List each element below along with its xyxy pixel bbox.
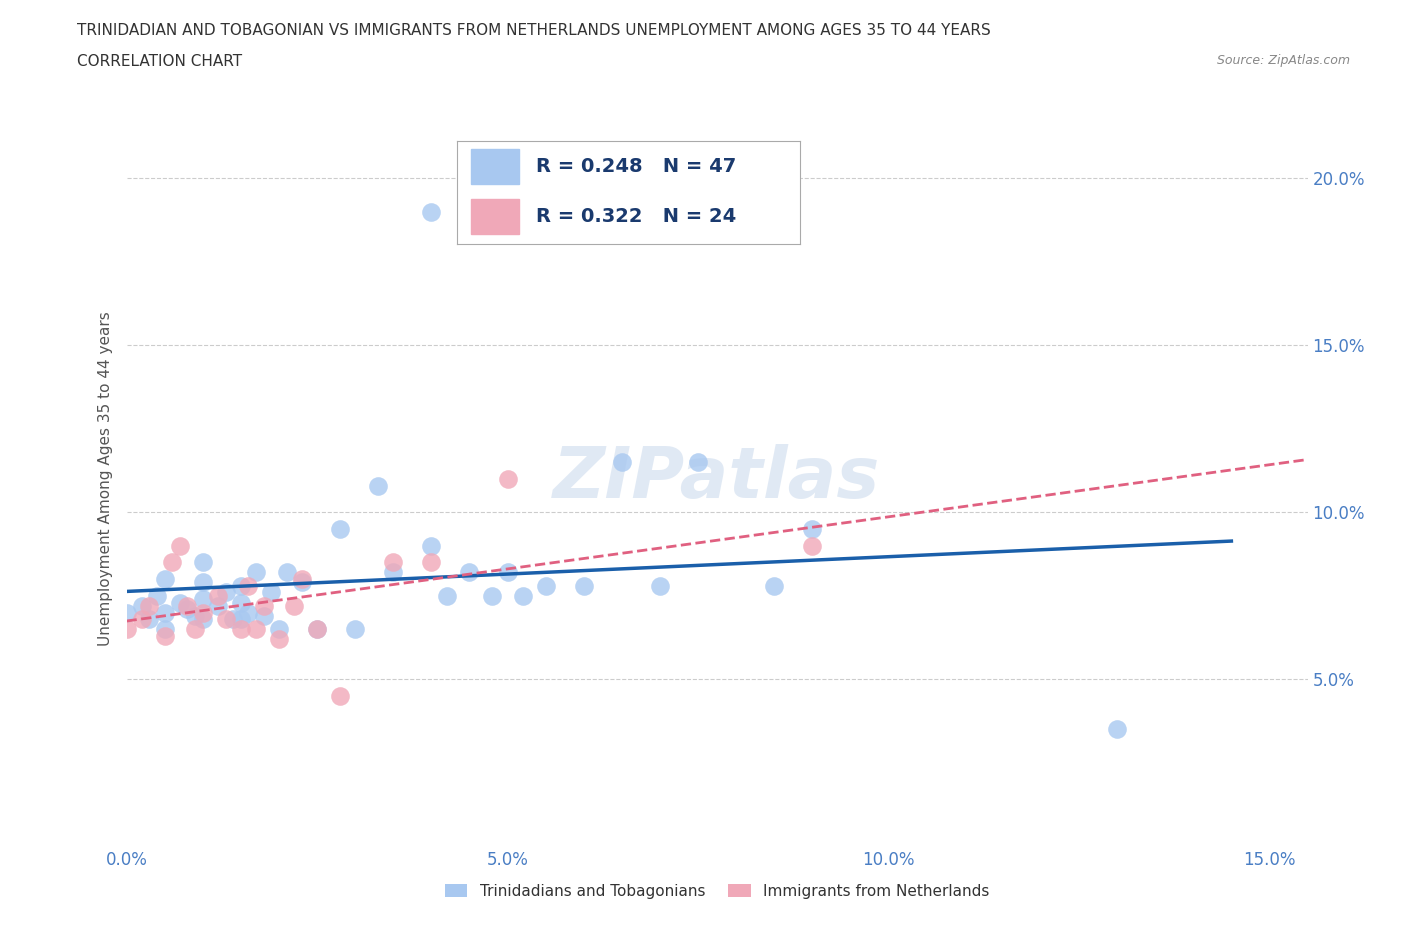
Point bbox=[253, 608, 276, 623]
Point bbox=[291, 575, 314, 590]
Point bbox=[115, 622, 138, 637]
Point bbox=[176, 598, 198, 613]
Text: ZIPatlas: ZIPatlas bbox=[554, 445, 880, 513]
Point bbox=[176, 602, 198, 617]
Point bbox=[229, 578, 252, 593]
Point bbox=[214, 585, 236, 600]
Point bbox=[801, 538, 824, 553]
Point bbox=[801, 522, 824, 537]
Point bbox=[420, 555, 443, 570]
Text: R = 0.248   N = 47: R = 0.248 N = 47 bbox=[536, 157, 737, 176]
Point bbox=[138, 612, 160, 627]
Point bbox=[207, 589, 229, 604]
Point bbox=[344, 622, 367, 637]
Point bbox=[534, 578, 557, 593]
Point bbox=[305, 622, 328, 637]
Point bbox=[329, 688, 352, 703]
Text: CORRELATION CHART: CORRELATION CHART bbox=[77, 54, 242, 69]
Point bbox=[153, 629, 176, 644]
Y-axis label: Unemployment Among Ages 35 to 44 years: Unemployment Among Ages 35 to 44 years bbox=[97, 312, 112, 646]
Legend: Trinidadians and Tobagonians, Immigrants from Netherlands: Trinidadians and Tobagonians, Immigrants… bbox=[439, 878, 995, 905]
Point bbox=[305, 622, 328, 637]
Point bbox=[229, 622, 252, 637]
Point bbox=[267, 622, 290, 637]
Point bbox=[1107, 722, 1129, 737]
Point bbox=[191, 555, 214, 570]
Bar bbox=[471, 199, 519, 233]
Point bbox=[610, 455, 633, 470]
Text: TRINIDADIAN AND TOBAGONIAN VS IMMIGRANTS FROM NETHERLANDS UNEMPLOYMENT AMONG AGE: TRINIDADIAN AND TOBAGONIAN VS IMMIGRANTS… bbox=[77, 23, 991, 38]
Point bbox=[153, 622, 176, 637]
Point bbox=[238, 578, 260, 593]
Point bbox=[420, 205, 443, 219]
Point bbox=[260, 585, 283, 600]
Point bbox=[162, 555, 184, 570]
Point bbox=[291, 572, 314, 587]
Point bbox=[496, 565, 519, 580]
Text: R = 0.322   N = 24: R = 0.322 N = 24 bbox=[536, 206, 737, 226]
Point bbox=[214, 612, 236, 627]
Point bbox=[436, 589, 458, 604]
Point bbox=[153, 605, 176, 620]
Point bbox=[382, 555, 405, 570]
Point bbox=[382, 565, 405, 580]
Point bbox=[191, 575, 214, 590]
Point bbox=[184, 622, 207, 637]
Point bbox=[329, 522, 352, 537]
Point bbox=[763, 578, 786, 593]
Point bbox=[229, 595, 252, 610]
Point bbox=[115, 605, 138, 620]
Point bbox=[276, 565, 298, 580]
Point bbox=[191, 591, 214, 606]
Point bbox=[420, 538, 443, 553]
Point bbox=[169, 595, 191, 610]
Point bbox=[191, 605, 214, 620]
Point bbox=[229, 612, 252, 627]
Point bbox=[146, 589, 169, 604]
Point bbox=[572, 578, 595, 593]
Point bbox=[458, 565, 481, 580]
Point bbox=[367, 478, 389, 493]
Point bbox=[686, 455, 709, 470]
Point bbox=[648, 578, 671, 593]
Point bbox=[222, 612, 245, 627]
Point bbox=[283, 598, 305, 613]
Point bbox=[191, 612, 214, 627]
Point bbox=[131, 612, 153, 627]
Point bbox=[131, 598, 153, 613]
Point bbox=[496, 472, 519, 486]
Point bbox=[245, 565, 267, 580]
Point bbox=[267, 631, 290, 646]
Point bbox=[245, 622, 267, 637]
Point bbox=[253, 598, 276, 613]
Point bbox=[238, 605, 260, 620]
Point bbox=[184, 608, 207, 623]
Point bbox=[481, 589, 503, 604]
Text: Source: ZipAtlas.com: Source: ZipAtlas.com bbox=[1216, 54, 1350, 67]
Point bbox=[512, 589, 534, 604]
Point bbox=[169, 538, 191, 553]
Point bbox=[153, 572, 176, 587]
Point bbox=[207, 598, 229, 613]
Point bbox=[138, 598, 160, 613]
Bar bbox=[471, 149, 519, 184]
